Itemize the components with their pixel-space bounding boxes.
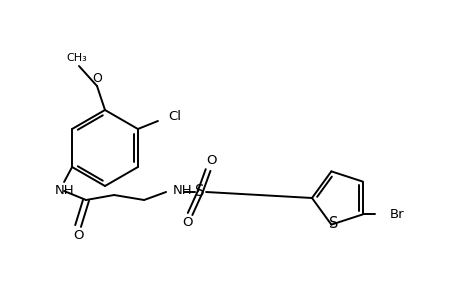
Text: NH: NH [54, 184, 74, 197]
Text: O: O [181, 217, 192, 230]
Text: O: O [92, 71, 102, 85]
Text: O: O [205, 154, 216, 167]
Text: Cl: Cl [168, 110, 180, 124]
Text: S: S [328, 216, 337, 231]
Text: CH₃: CH₃ [67, 53, 87, 63]
Text: O: O [73, 230, 83, 242]
Text: S: S [195, 184, 204, 200]
Text: NH: NH [173, 184, 192, 197]
Text: Br: Br [389, 208, 403, 221]
